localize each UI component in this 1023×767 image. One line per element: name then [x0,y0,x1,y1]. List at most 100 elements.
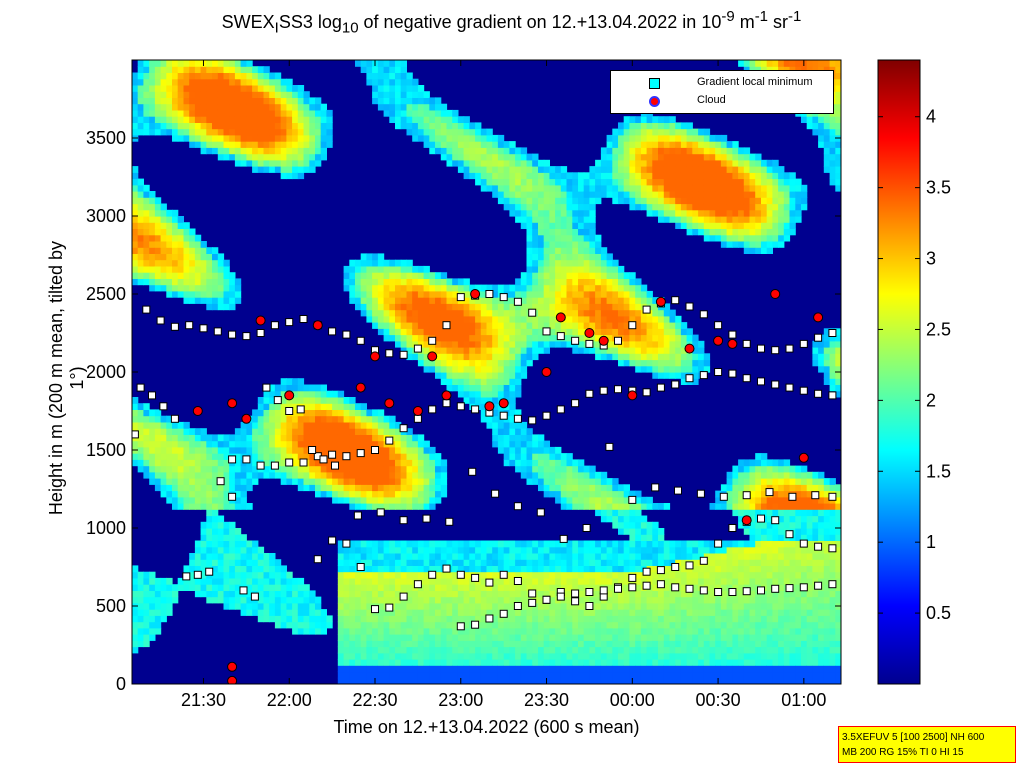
heatmap-cell [412,540,419,548]
heatmap-cell [395,546,402,554]
heatmap-cell [200,453,207,460]
heatmap-cell [492,141,499,148]
heatmap-cell [149,91,156,98]
heatmap-cell [532,265,539,273]
heatmap-cell [435,659,442,666]
heatmap-cell [172,290,179,298]
heatmap-cell [229,478,236,485]
heatmap-cell [389,634,396,641]
heatmap-cell [383,91,390,98]
heatmap-cell [200,434,207,442]
heatmap-cell [475,590,482,598]
heatmap-cell [337,677,345,684]
heatmap-cell [172,496,179,504]
heatmap-cell [646,141,653,148]
heatmap-cell [532,178,539,186]
heatmap-cell [297,134,305,142]
heatmap-cell [229,134,236,142]
heatmap-cell [623,191,630,198]
heatmap-cell [600,571,608,579]
heatmap-cell [543,484,550,492]
heatmap-cell [377,315,385,323]
heatmap-cell [583,272,590,279]
heatmap-cell [349,665,356,673]
heatmap-cell [212,66,219,73]
heatmap-cell [503,353,510,361]
heatmap-cell [480,390,488,398]
heatmap-cell [377,546,385,554]
heatmap-cell [423,465,430,473]
heatmap-cell [469,602,476,610]
heatmap-cell [589,484,596,492]
heatmap-cell [417,565,425,573]
heatmap-cell [532,446,539,454]
heatmap-cell [372,278,379,286]
heatmap-cell [623,671,630,679]
heatmap-cell [629,328,636,336]
heatmap-cell [309,103,316,111]
heatmap-cell [669,615,676,623]
heatmap-cell [543,540,550,548]
heatmap-cell [497,141,505,148]
heatmap-cell [303,446,310,454]
heatmap-cell [475,615,482,623]
heatmap-cell [497,153,505,161]
heatmap-cell [623,665,630,673]
heatmap-cell [515,347,522,354]
heatmap-cell [132,590,139,598]
heatmap-cell [132,409,139,417]
heatmap-cell [646,646,653,654]
heatmap-cell [589,278,596,286]
heatmap-cell [543,584,550,591]
heatmap-cell [315,128,322,136]
heatmap-cell [183,465,190,473]
heatmap-cell [663,328,671,336]
heatmap-cell [640,297,648,304]
heatmap-cell [292,85,299,92]
heatmap-cell [280,615,287,623]
heatmap-cell [538,203,545,211]
heatmap-cell [618,322,625,329]
heatmap-cell [560,340,568,348]
heatmap-cell [595,652,602,660]
heatmap-cell [417,116,425,123]
heatmap-cell [497,677,505,684]
heatmap-cell [606,627,613,635]
heatmap-cell [589,665,596,673]
heatmap-cell [669,328,676,336]
heatmap-cell [646,634,653,641]
heatmap-cell [246,116,253,123]
heatmap-cell [652,128,659,136]
heatmap-cell [658,609,665,616]
heatmap-cell [366,478,373,485]
heatmap-cell [440,659,448,666]
heatmap-cell [606,515,613,523]
heatmap-cell [400,659,407,666]
heatmap-cell [555,253,562,261]
heatmap-cell [486,596,493,604]
heatmap-cell [663,372,671,379]
heatmap-cell [349,596,356,604]
heatmap-cell [395,634,402,641]
heatmap-cell [240,565,247,573]
heatmap-cell [435,103,442,111]
heatmap-cell [412,590,419,598]
heatmap-cell [412,565,419,573]
heatmap-cell [583,577,590,585]
heatmap-cell [646,322,653,329]
heatmap-cell [240,78,247,86]
heatmap-cell [292,453,299,460]
heatmap-cell [532,546,539,554]
heatmap-cell [389,328,396,336]
heatmap-cell [320,403,327,410]
heatmap-cell [600,634,608,641]
heatmap-cell [166,97,173,105]
heatmap-cell [406,440,413,448]
heatmap-cell [475,347,482,354]
heatmap-cell [549,546,556,554]
heatmap-cell [206,478,213,485]
heatmap-cell [406,627,413,635]
heatmap-cell [538,315,545,323]
heatmap-cell [612,577,619,585]
heatmap-cell [595,571,602,579]
